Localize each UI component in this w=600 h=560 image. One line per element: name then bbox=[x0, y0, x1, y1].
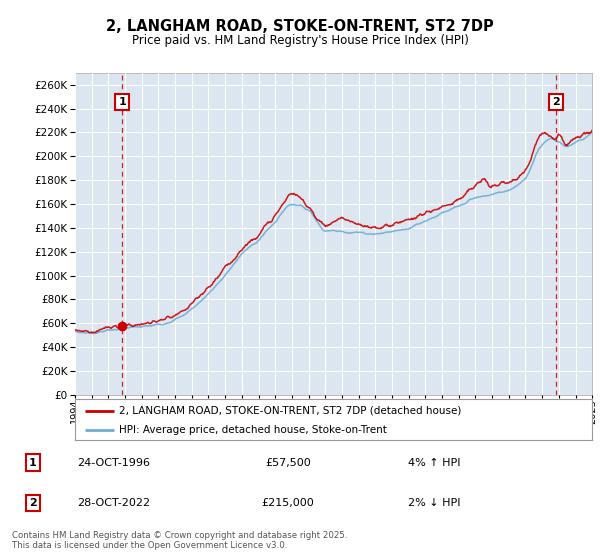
Text: 2% ↓ HPI: 2% ↓ HPI bbox=[408, 498, 461, 508]
Text: Price paid vs. HM Land Registry's House Price Index (HPI): Price paid vs. HM Land Registry's House … bbox=[131, 34, 469, 47]
Text: 24-OCT-1996: 24-OCT-1996 bbox=[77, 458, 151, 468]
Text: 2: 2 bbox=[29, 498, 37, 508]
Text: HPI: Average price, detached house, Stoke-on-Trent: HPI: Average price, detached house, Stok… bbox=[119, 424, 387, 435]
Text: 2, LANGHAM ROAD, STOKE-ON-TRENT, ST2 7DP (detached house): 2, LANGHAM ROAD, STOKE-ON-TRENT, ST2 7DP… bbox=[119, 405, 461, 416]
Text: 1: 1 bbox=[29, 458, 37, 468]
Text: 2: 2 bbox=[552, 97, 560, 107]
Text: £215,000: £215,000 bbox=[262, 498, 314, 508]
Text: 4% ↑ HPI: 4% ↑ HPI bbox=[408, 458, 461, 468]
Text: 1: 1 bbox=[118, 97, 126, 107]
Text: 2, LANGHAM ROAD, STOKE-ON-TRENT, ST2 7DP: 2, LANGHAM ROAD, STOKE-ON-TRENT, ST2 7DP bbox=[106, 20, 494, 34]
Text: Contains HM Land Registry data © Crown copyright and database right 2025.
This d: Contains HM Land Registry data © Crown c… bbox=[12, 530, 347, 550]
Text: £57,500: £57,500 bbox=[265, 458, 311, 468]
Text: 28-OCT-2022: 28-OCT-2022 bbox=[77, 498, 151, 508]
